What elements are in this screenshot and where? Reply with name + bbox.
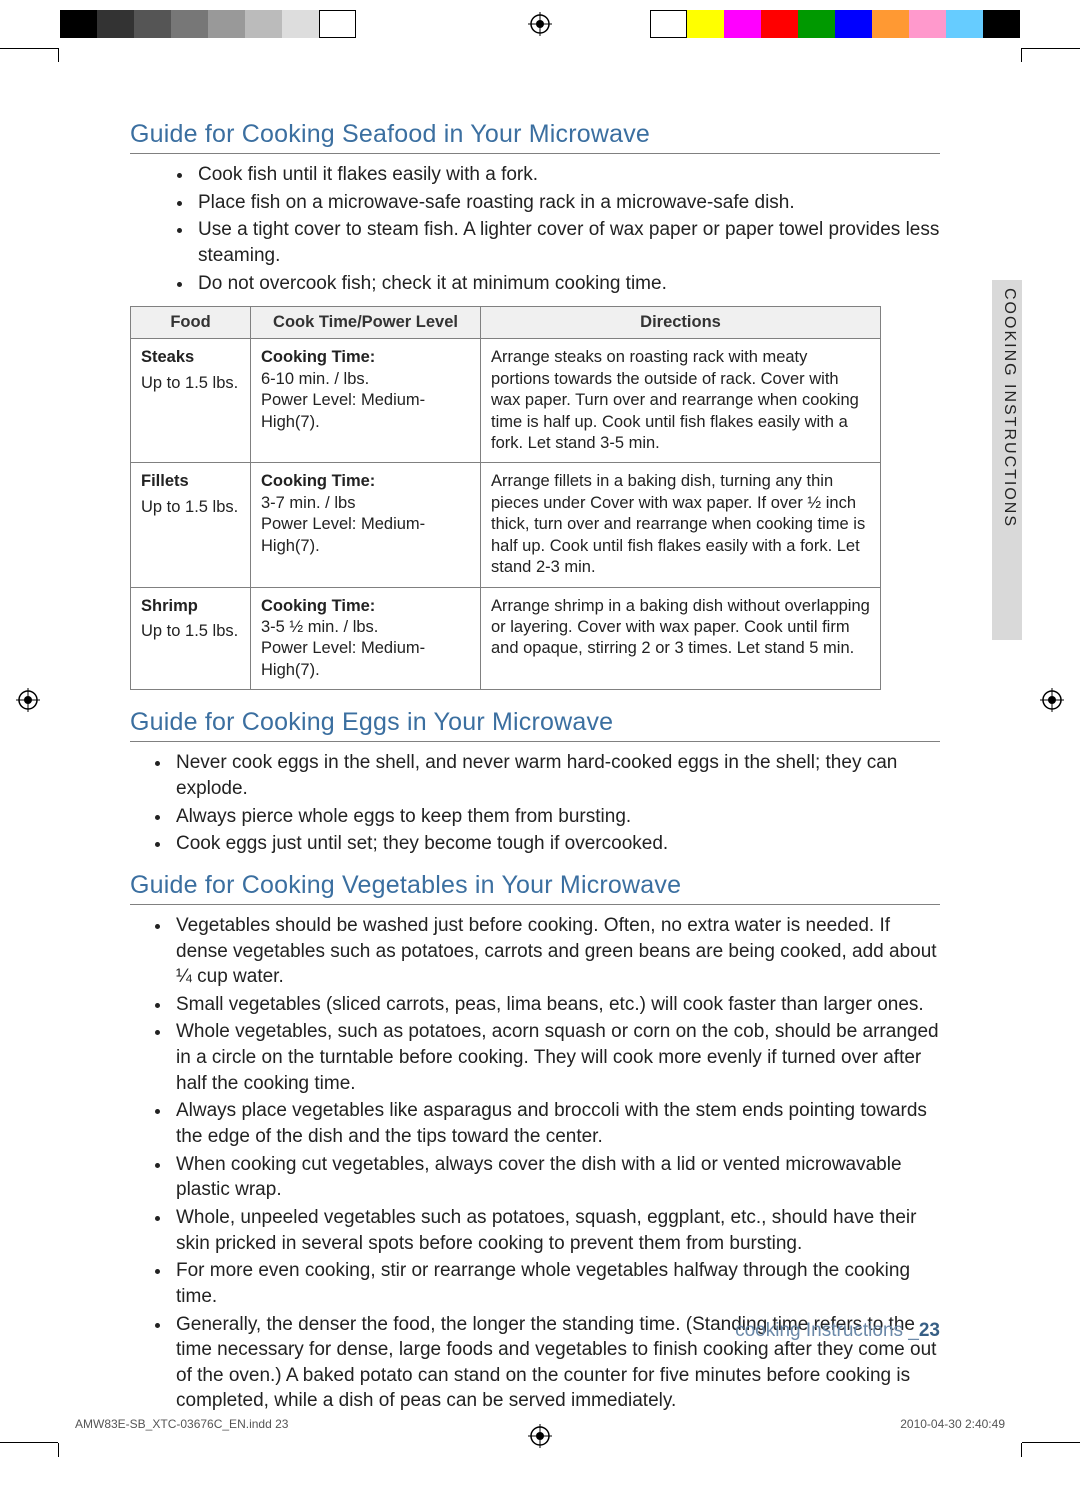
power-level: Power Level: Medium-High(7). — [261, 638, 470, 681]
table-header-directions: Directions — [481, 307, 881, 339]
swatch — [282, 10, 319, 38]
cooking-time-value: 3-7 min. / lbs — [261, 493, 470, 514]
tip-item: Cook fish until it flakes easily with a … — [194, 162, 940, 188]
table-row: Fillets Up to 1.5 lbs. Cooking Time:3-7 mi… — [131, 463, 881, 587]
tip-item: Whole, unpeeled vegetables such as potat… — [172, 1205, 940, 1256]
swatch — [208, 10, 245, 38]
cooking-time-value: 3-5 ½ min. / lbs. — [261, 617, 470, 638]
table-header-time: Cook Time/Power Level — [251, 307, 481, 339]
swatch — [798, 10, 835, 38]
crop-mark — [0, 48, 58, 49]
crop-mark — [1021, 48, 1022, 62]
page-number: 23 — [919, 1320, 940, 1341]
tip-item: Place fish on a microwave-safe roasting … — [194, 190, 940, 216]
print-calibration-bar — [0, 0, 1080, 40]
running-footer: cooking Instructions _23 — [130, 1320, 940, 1342]
registration-mark-icon — [1040, 688, 1064, 717]
cell-cooktime: Cooking Time:3-5 ½ min. / lbs.Power Leve… — [251, 587, 481, 690]
table-header-food: Food — [131, 307, 251, 339]
cell-food: Fillets Up to 1.5 lbs. — [131, 463, 251, 587]
power-level: Power Level: Medium-High(7). — [261, 514, 470, 557]
registration-mark-icon — [528, 12, 552, 36]
crop-mark — [1021, 1443, 1022, 1457]
swatch — [319, 10, 356, 38]
swatch — [97, 10, 134, 38]
swatch — [872, 10, 909, 38]
tip-item: Never cook eggs in the shell, and never … — [172, 750, 940, 801]
swatch — [134, 10, 171, 38]
tip-item: Small vegetables (sliced carrots, peas, … — [172, 992, 940, 1018]
food-name: Shrimp — [141, 596, 240, 617]
eggs-tips-list: Never cook eggs in the shell, and never … — [130, 750, 940, 857]
tip-item: Use a tight cover to steam fish. A light… — [194, 217, 940, 268]
food-quantity: Up to 1.5 lbs. — [141, 497, 240, 518]
cell-cooktime: Cooking Time:6-10 min. / lbs.Power Level… — [251, 339, 481, 463]
food-name: Fillets — [141, 471, 240, 492]
power-level: Power Level: Medium-High(7). — [261, 390, 470, 433]
table-row: Steaks Up to 1.5 lbs. Cooking Time:6-10 mi… — [131, 339, 881, 463]
cell-directions: Arrange steaks on roasting rack with mea… — [481, 339, 881, 463]
swatch — [687, 10, 724, 38]
swatch — [245, 10, 282, 38]
food-name: Steaks — [141, 347, 240, 368]
cooking-time-value: 6-10 min. / lbs. — [261, 369, 470, 390]
food-quantity: Up to 1.5 lbs. — [141, 373, 240, 394]
seafood-table: Food Cook Time/Power Level Directions St… — [130, 306, 881, 690]
side-tab-label: COOKING INSTRUCTIONS — [1000, 288, 1018, 528]
swatch — [60, 10, 97, 38]
tip-item: Cook eggs just until set; they become to… — [172, 831, 940, 857]
swatch — [835, 10, 872, 38]
cooking-time-label: Cooking Time: — [261, 471, 470, 492]
seafood-tips-list: Cook fish until it flakes easily with a … — [130, 162, 940, 296]
table-row: Shrimp Up to 1.5 lbs. Cooking Time:3-5 ½ m… — [131, 587, 881, 690]
cell-directions: Arrange fillets in a baking dish, turnin… — [481, 463, 881, 587]
tip-item: When cooking cut vegetables, always cove… — [172, 1152, 940, 1203]
indd-filename: AMW83E-SB_XTC-03676C_EN.indd 23 — [75, 1417, 288, 1431]
footer-metadata: AMW83E-SB_XTC-03676C_EN.indd 23 2010-04-… — [75, 1417, 1005, 1431]
crop-mark — [1022, 48, 1080, 49]
swatch — [909, 10, 946, 38]
swatch — [171, 10, 208, 38]
swatch — [983, 10, 1020, 38]
export-timestamp: 2010-04-30 2:40:49 — [900, 1417, 1005, 1431]
cell-directions: Arrange shrimp in a baking dish without … — [481, 587, 881, 690]
tip-item: Whole vegetables, such as potatoes, acor… — [172, 1019, 940, 1096]
tip-item: Do not overcook fish; check it at minimu… — [194, 271, 940, 297]
cell-cooktime: Cooking Time:3-7 min. / lbsPower Level: … — [251, 463, 481, 587]
page-content: Guide for Cooking Seafood in Your Microw… — [130, 120, 940, 1424]
tip-item: Vegetables should be washed just before … — [172, 913, 940, 990]
food-quantity: Up to 1.5 lbs. — [141, 621, 240, 642]
section-title-vegetables: Guide for Cooking Vegetables in Your Mic… — [130, 871, 940, 905]
tip-item: For more even cooking, stir or rearrange… — [172, 1258, 940, 1309]
swatch — [724, 10, 761, 38]
crop-mark — [0, 1442, 58, 1443]
tip-item: Always place vegetables like asparagus a… — [172, 1098, 940, 1149]
grayscale-swatches — [60, 10, 356, 38]
color-swatches — [650, 10, 1020, 38]
footer-section-label: cooking Instructions _ — [735, 1320, 919, 1341]
swatch — [946, 10, 983, 38]
crop-mark — [58, 1443, 59, 1457]
crop-mark — [1022, 1442, 1080, 1443]
crop-mark — [58, 48, 59, 62]
cell-food: Shrimp Up to 1.5 lbs. — [131, 587, 251, 690]
swatch — [761, 10, 798, 38]
section-title-seafood: Guide for Cooking Seafood in Your Microw… — [130, 120, 940, 154]
cooking-time-label: Cooking Time: — [261, 596, 470, 617]
tip-item: Always pierce whole eggs to keep them fr… — [172, 804, 940, 830]
registration-mark-icon — [16, 688, 40, 717]
swatch — [650, 10, 687, 38]
section-title-eggs: Guide for Cooking Eggs in Your Microwave — [130, 708, 940, 742]
cell-food: Steaks Up to 1.5 lbs. — [131, 339, 251, 463]
cooking-time-label: Cooking Time: — [261, 347, 470, 368]
